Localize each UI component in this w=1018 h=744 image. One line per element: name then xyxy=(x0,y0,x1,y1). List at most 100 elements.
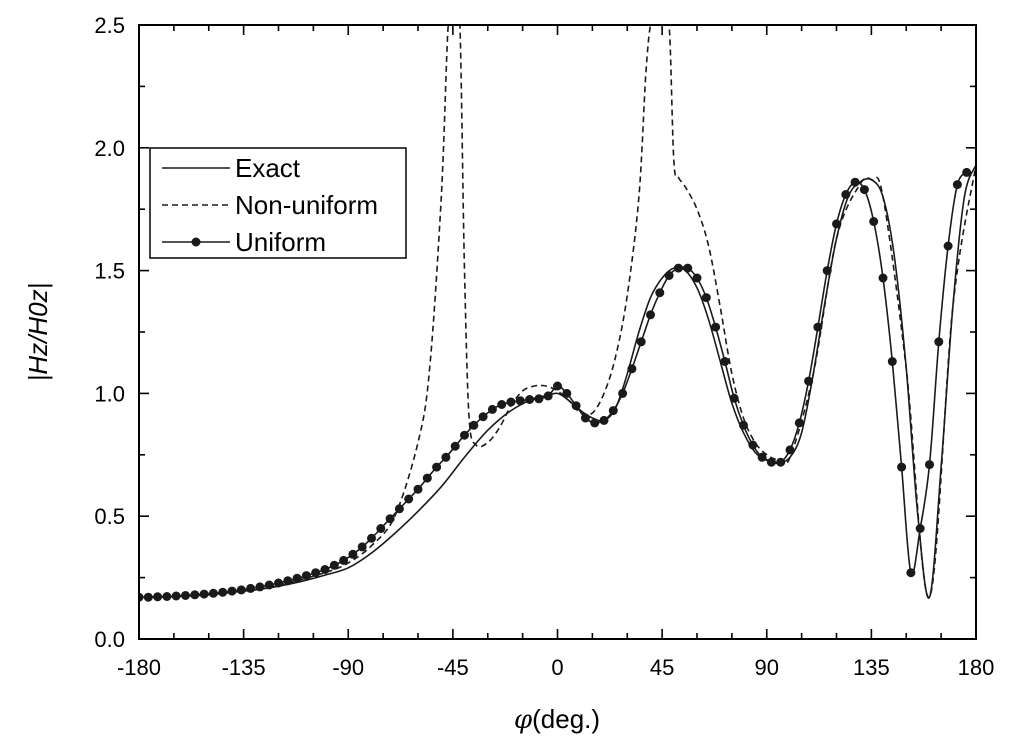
data-point-uniform xyxy=(543,391,553,401)
data-point-uniform xyxy=(869,217,879,226)
x-axis-symbol: φ xyxy=(514,705,533,735)
data-point-uniform xyxy=(274,578,283,588)
data-point-uniform xyxy=(422,473,432,483)
data-point-uniform xyxy=(608,406,618,416)
data-point-uniform xyxy=(878,273,888,283)
data-point-uniform xyxy=(850,177,860,187)
y-tick-labels: 0.0 0.5 1.0 1.5 2.0 2.5 xyxy=(94,13,125,652)
x-tick-label: 0 xyxy=(551,655,563,680)
data-point-uniform xyxy=(748,440,758,450)
data-point-uniform xyxy=(139,592,144,602)
y-axis-title-text: |Hz/H0z| xyxy=(23,283,53,382)
data-point-uniform xyxy=(915,524,925,533)
data-point-uniform xyxy=(720,357,730,366)
data-point-uniform xyxy=(785,445,795,455)
data-point-uniform xyxy=(311,568,321,578)
series-line-non-uniform xyxy=(139,25,976,599)
y-tick-label: 2.0 xyxy=(94,136,125,161)
data-point-uniform xyxy=(227,586,237,596)
y-tick-label: 0.0 xyxy=(94,627,125,652)
data-point-uniform xyxy=(943,241,953,251)
legend-label-uniform: Uniform xyxy=(235,227,326,257)
x-axis-title: φ(deg.) xyxy=(514,704,600,735)
x-tick-label: 180 xyxy=(958,655,995,680)
data-point-uniform xyxy=(478,412,488,422)
series-line-exact xyxy=(139,164,976,599)
data-point-uniform xyxy=(199,589,209,599)
data-point-uniform xyxy=(571,401,581,411)
data-point-uniform xyxy=(757,452,767,462)
data-point-uniform xyxy=(413,484,423,494)
data-point-uniform xyxy=(339,555,349,565)
x-tick-label: -135 xyxy=(222,655,266,680)
x-tick-labels: -180 -135 -90 -45 0 45 90 135 180 xyxy=(117,655,994,680)
x-tick-label: 135 xyxy=(853,655,890,680)
data-point-uniform xyxy=(153,592,163,602)
data-point-uniform xyxy=(246,583,256,593)
y-tick-label: 0.5 xyxy=(94,504,125,529)
data-point-uniform xyxy=(264,580,274,590)
data-point-uniform xyxy=(329,560,339,570)
data-point-uniform xyxy=(469,420,479,430)
data-point-uniform xyxy=(599,415,609,425)
data-point-uniform xyxy=(255,582,265,592)
legend-marker-uniform xyxy=(191,237,201,247)
data-point-uniform xyxy=(218,587,228,597)
data-point-uniform xyxy=(143,592,153,602)
x-tick-label: 90 xyxy=(755,655,779,680)
data-point-uniform xyxy=(385,514,395,524)
legend-label-exact: Exact xyxy=(235,153,301,183)
y-axis-title: |Hz/H0z| xyxy=(23,283,53,382)
data-point-uniform xyxy=(367,533,376,543)
data-point-uniform xyxy=(497,400,507,409)
legend: Exact Non-uniform Uniform xyxy=(149,147,407,259)
data-point-uniform xyxy=(432,462,442,472)
data-point-uniform xyxy=(292,573,302,583)
data-point-uniform xyxy=(515,396,525,406)
x-tick-label: -45 xyxy=(437,655,469,680)
data-point-uniform xyxy=(636,337,646,347)
y-tick-label: 2.5 xyxy=(94,13,125,38)
plot-area xyxy=(139,25,976,602)
data-point-uniform xyxy=(794,418,804,428)
data-point-uniform xyxy=(776,457,786,467)
data-point-uniform xyxy=(394,504,404,514)
data-point-uniform xyxy=(739,420,748,430)
y-tick-label: 1.5 xyxy=(94,259,125,284)
data-point-uniform xyxy=(952,180,962,190)
data-point-uniform xyxy=(804,376,814,386)
series-group xyxy=(139,25,976,602)
data-point-uniform xyxy=(822,266,832,276)
x-axis-unit: (deg.) xyxy=(532,704,600,734)
data-point-uniform xyxy=(301,571,311,581)
data-point-uniform xyxy=(320,565,330,574)
data-point-uniform xyxy=(701,293,711,303)
data-point-uniform xyxy=(236,585,246,595)
data-point-uniform xyxy=(655,288,665,298)
data-point-uniform xyxy=(683,263,693,273)
data-point-uniform xyxy=(562,388,572,398)
data-point-uniform xyxy=(906,568,916,578)
data-point-uniform xyxy=(487,404,497,414)
data-point-uniform xyxy=(692,273,702,283)
data-point-uniform xyxy=(627,364,637,374)
data-point-uniform xyxy=(832,219,841,229)
x-tick-label: 45 xyxy=(650,655,674,680)
data-point-uniform xyxy=(813,322,823,332)
data-point-uniform xyxy=(162,592,172,601)
data-point-uniform xyxy=(618,388,628,398)
y-tick-label: 1.0 xyxy=(94,381,125,406)
data-point-uniform xyxy=(841,190,851,199)
data-point-uniform xyxy=(525,395,535,404)
data-point-uniform xyxy=(357,542,367,552)
data-point-uniform xyxy=(208,588,218,598)
data-point-uniform xyxy=(460,430,469,440)
data-point-uniform xyxy=(664,271,674,280)
data-point-uniform xyxy=(283,576,293,586)
data-point-uniform xyxy=(553,381,562,391)
plot-frame xyxy=(138,24,977,640)
data-point-uniform xyxy=(534,394,544,404)
data-point-uniform xyxy=(450,441,460,451)
axis-ticks xyxy=(138,24,977,640)
data-point-uniform xyxy=(859,185,869,195)
